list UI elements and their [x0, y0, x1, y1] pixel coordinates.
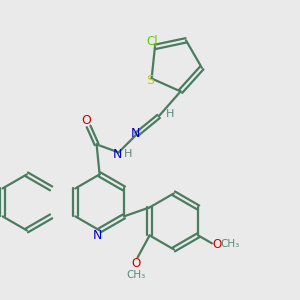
Text: H: H	[165, 110, 174, 119]
Text: H: H	[123, 149, 132, 159]
Text: O: O	[82, 114, 92, 127]
Text: N: N	[93, 229, 102, 242]
Text: N: N	[131, 127, 140, 140]
Text: N: N	[113, 148, 122, 161]
Text: S: S	[147, 74, 154, 87]
Text: O: O	[131, 257, 140, 270]
Text: CH₃: CH₃	[126, 270, 145, 280]
Text: Cl: Cl	[146, 35, 158, 48]
Text: O: O	[212, 238, 222, 251]
Text: CH₃: CH₃	[220, 239, 240, 249]
